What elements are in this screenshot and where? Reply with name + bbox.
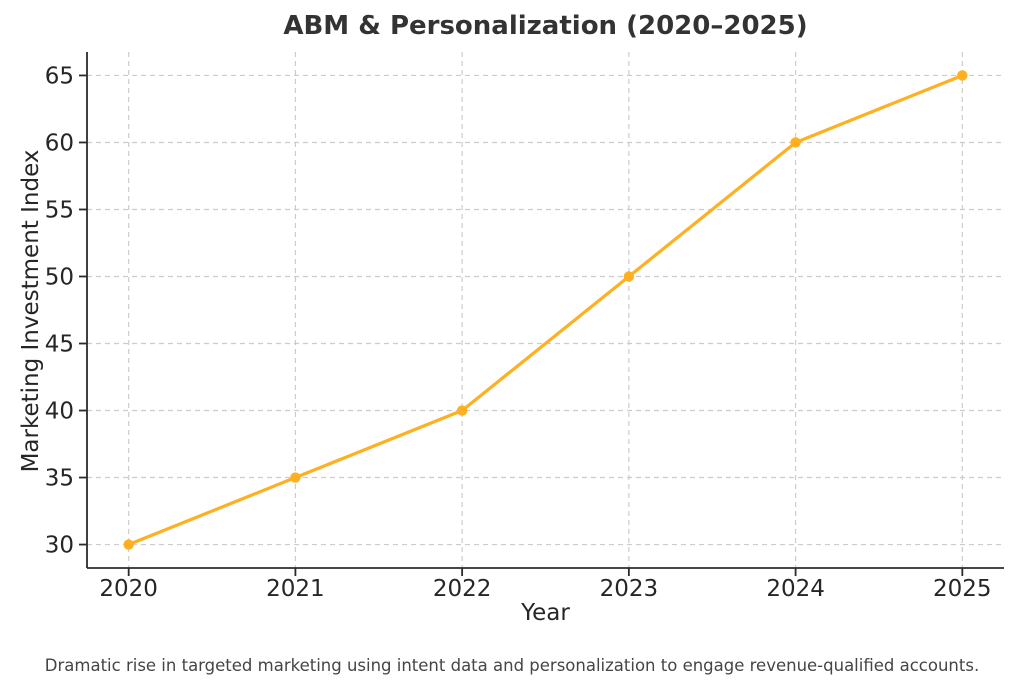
x-tick-label: 2020	[99, 576, 158, 602]
y-tick-label: 65	[45, 63, 74, 89]
y-tick-label: 50	[45, 264, 74, 290]
x-tick-label: 2023	[600, 576, 659, 602]
y-tick-label: 55	[45, 197, 74, 223]
x-tick-label: 2021	[266, 576, 325, 602]
y-tick-label: 30	[45, 533, 74, 559]
y-tick-label: 35	[45, 466, 74, 492]
x-axis-label: Year	[521, 600, 570, 626]
y-axis-label: Marketing Investment Index	[18, 149, 44, 473]
x-tick-label: 2022	[433, 576, 492, 602]
data-line	[127, 73, 964, 547]
x-tick-label: 2024	[766, 576, 825, 602]
y-tick-label: 40	[45, 399, 74, 425]
data-point	[123, 539, 134, 550]
data-point	[623, 271, 635, 282]
x-tick-label: 2025	[933, 576, 992, 602]
y-tick-label: 45	[45, 332, 74, 358]
data-point	[790, 137, 801, 148]
data-point	[290, 472, 301, 483]
chart-title: ABM & Personalization (2020–2025)	[283, 11, 808, 41]
data-point	[957, 70, 968, 81]
data-point	[456, 405, 468, 416]
chart-caption: Dramatic rise in targeted marketing usin…	[44, 656, 980, 675]
y-tick-label: 60	[45, 130, 74, 156]
